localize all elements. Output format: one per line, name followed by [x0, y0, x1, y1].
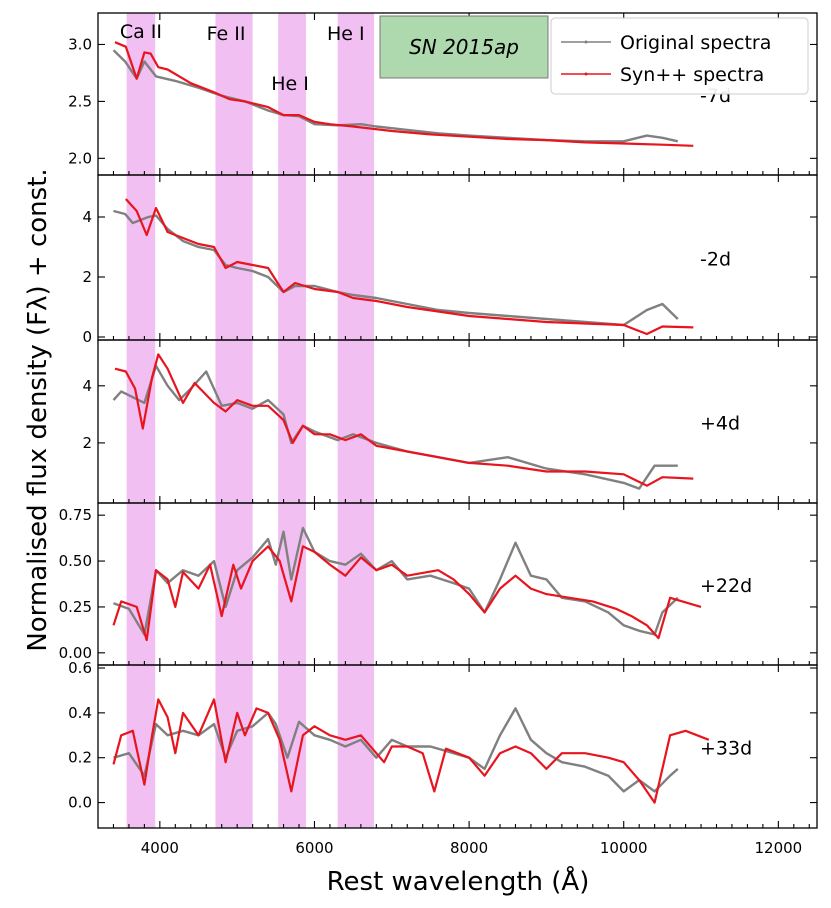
ytick-label-3-2: 0.50	[59, 552, 92, 570]
band-3	[337, 13, 375, 828]
panel-3: 0.00 0.25 0.50 0.75 +22d	[59, 502, 818, 666]
panel-0: 2.02.53.0-7d	[68, 12, 818, 176]
band-label-2: He I	[271, 73, 309, 95]
ytick-label-3-1: 0.25	[59, 598, 92, 616]
band-label-0: Ca II	[120, 21, 162, 43]
y-axis-label: Normalised flux density (Fλ) + const.	[23, 168, 53, 651]
panel-2: 2 4 +4d	[82, 339, 818, 504]
band-label-3: He I	[327, 23, 365, 45]
legend-frame	[550, 17, 809, 95]
ytick-label-2-1: 4	[82, 377, 92, 395]
ytick-label-3-0: 0.00	[59, 644, 92, 662]
ytick-label-4-2: 0.4	[68, 704, 92, 722]
synpp-spectrum-0	[114, 41, 694, 147]
legend-marker-original	[584, 40, 588, 44]
observed-spectrum-2	[112, 364, 678, 490]
epoch-label-2: +4d	[700, 413, 740, 435]
ytick-label-4-1: 0.2	[68, 749, 92, 767]
ytick-label-1-2: 4	[82, 208, 92, 226]
band-1	[215, 13, 253, 828]
ytick-label-4-3: 0.6	[68, 659, 92, 677]
band-label-1: Fe II	[207, 23, 246, 45]
panels: 2.02.53.0-7d024-2d24+4d0.000.250.500.75+…	[59, 12, 818, 829]
synpp-spectrum-1	[124, 198, 694, 336]
epoch-label-3: +22d	[700, 575, 752, 597]
legend-marker-synpp	[584, 72, 588, 76]
epoch-label-4: +33d	[700, 738, 752, 760]
ytick-label-1-1: 2	[82, 268, 92, 286]
ytick-label-4-0: 0.0	[68, 794, 92, 812]
annotation-box-bg	[379, 15, 549, 79]
epoch-label-1: -2d	[700, 249, 731, 271]
observed-spectrum-3	[113, 526, 679, 636]
legend: Original spectra Syn++ spectra	[550, 17, 809, 95]
panel-1: 0 2 4 -2d	[82, 174, 818, 346]
legend-label-original: Original spectra	[620, 32, 771, 54]
annotation-box: SN 2015ap	[379, 15, 549, 79]
x-axis: 4000 6000 8000 10000 12000	[141, 839, 802, 857]
synpp-spectrum-3	[112, 545, 702, 642]
annotation-text: SN 2015ap	[409, 35, 519, 59]
observed-spectrum-1	[113, 209, 679, 327]
ytick-label-1-0: 0	[82, 328, 92, 346]
band-2	[278, 13, 306, 828]
observed-spectrum-4	[113, 707, 679, 793]
x-axis-label: Rest wavelength (Å)	[327, 865, 590, 897]
xtick-label-0: 4000	[141, 839, 179, 857]
xtick-label-1: 6000	[295, 839, 333, 857]
synpp-spectrum-4	[112, 698, 710, 804]
synpp-spectrum-2	[114, 353, 694, 487]
ytick-label-0-0: 2.0	[68, 149, 92, 167]
xtick-label-3: 10000	[600, 839, 648, 857]
xtick-label-2: 8000	[450, 839, 488, 857]
ytick-label-0-1: 2.5	[68, 92, 92, 110]
ytick-label-3-3: 0.75	[59, 506, 92, 524]
panel-4: 0.0 0.2 0.4 0.6 +33d	[68, 659, 818, 829]
xtick-label-4: 12000	[754, 839, 802, 857]
legend-label-synpp: Syn++ spectra	[620, 64, 764, 86]
ytick-label-2-0: 2	[82, 434, 92, 452]
panel-frame-4	[97, 664, 818, 829]
ytick-label-0-2: 3.0	[68, 35, 92, 53]
